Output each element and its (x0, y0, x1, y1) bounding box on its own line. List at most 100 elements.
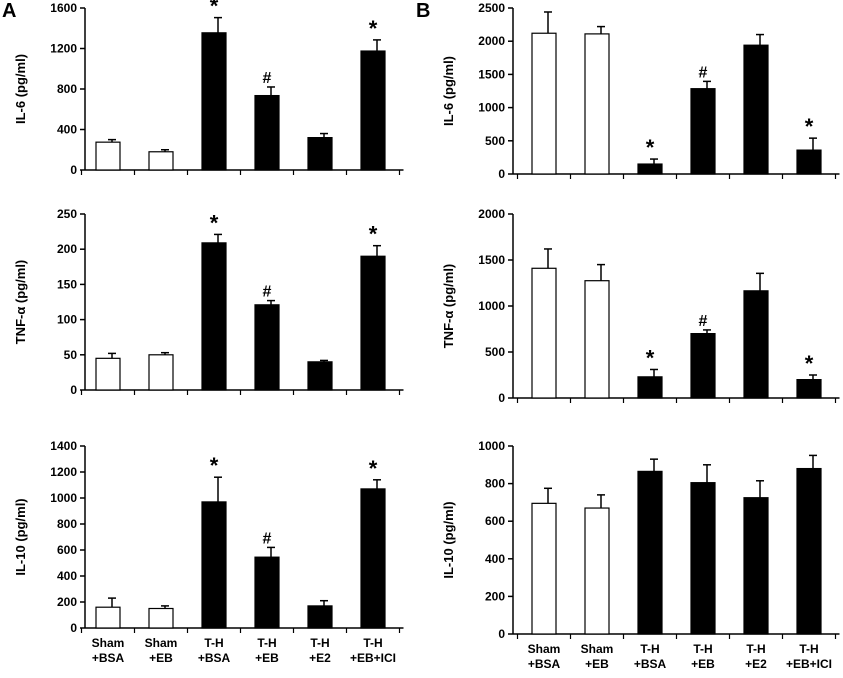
y-tick-label: 800 (57, 82, 77, 96)
bar (148, 151, 174, 171)
y-tick-label: 1000 (478, 101, 505, 115)
category-label: +BSA (198, 651, 231, 665)
y-tick-label: 600 (485, 514, 505, 528)
category-label: +E2 (745, 657, 767, 671)
y-tick-label: 1000 (478, 299, 505, 313)
category-label: Sham (145, 636, 178, 650)
y-tick-label: 400 (57, 569, 77, 583)
bar (531, 267, 557, 399)
y-tick-label: 1400 (50, 439, 77, 453)
significance-star: * (369, 222, 378, 247)
y-tick-label: 800 (57, 517, 77, 531)
category-label: Sham (528, 642, 561, 656)
significance-hash: # (699, 313, 708, 330)
category-label: T-H (693, 642, 712, 656)
category-label: +BSA (528, 657, 561, 671)
significance-star: * (210, 0, 219, 19)
bar (307, 137, 333, 171)
category-label: T-H (257, 636, 276, 650)
bar (690, 482, 716, 635)
y-tick-label: 400 (57, 123, 77, 137)
y-axis-title: IL-10 (pg/ml) (13, 498, 28, 575)
y-tick-label: 200 (57, 595, 77, 609)
y-tick-label: 2000 (478, 34, 505, 48)
significance-hash: # (699, 64, 708, 81)
significance-hash: # (263, 530, 272, 547)
significance-hash: # (263, 70, 272, 87)
category-label: Sham (581, 642, 614, 656)
category-label: +EB (691, 657, 715, 671)
y-tick-label: 1000 (50, 491, 77, 505)
significance-star: * (369, 16, 378, 41)
y-tick-label: 1500 (478, 253, 505, 267)
category-label: T-H (310, 636, 329, 650)
category-label: T-H (746, 642, 765, 656)
category-label: +EB+ICI (350, 651, 396, 665)
y-tick-label: 1200 (50, 465, 77, 479)
y-tick-label: 0 (498, 167, 505, 181)
panel-label-a: A (2, 0, 17, 22)
y-tick-label: 400 (485, 552, 505, 566)
bar (743, 44, 769, 175)
y-axis-title: TNF-α (pg/ml) (441, 264, 456, 349)
y-axis-title: TNF-α (pg/ml) (13, 260, 28, 345)
bar (307, 361, 333, 391)
category-label: +BSA (634, 657, 667, 671)
bar (307, 605, 333, 629)
y-tick-label: 2500 (478, 1, 505, 15)
category-label: +E2 (309, 651, 331, 665)
y-tick-label: 1000 (478, 439, 505, 453)
bar (637, 470, 663, 635)
y-tick-label: 150 (57, 277, 77, 291)
y-tick-label: 250 (57, 207, 77, 221)
y-tick-label: 0 (70, 163, 77, 177)
category-label: +EB (149, 651, 173, 665)
bar (254, 304, 280, 391)
bar (584, 33, 610, 175)
y-tick-label: 2000 (478, 207, 505, 221)
bar (360, 50, 386, 171)
significance-star: * (210, 453, 219, 478)
bar (201, 501, 227, 629)
bar (254, 94, 280, 171)
bar (637, 376, 663, 399)
bar (584, 507, 610, 635)
category-label: +EB (255, 651, 279, 665)
significance-star: * (805, 114, 814, 139)
bar (360, 488, 386, 629)
bar (360, 255, 386, 391)
y-tick-label: 1600 (50, 1, 77, 15)
significance-star: * (646, 345, 655, 370)
bar (95, 357, 121, 391)
y-tick-label: 500 (485, 345, 505, 359)
y-tick-label: 1500 (478, 67, 505, 81)
significance-star: * (369, 456, 378, 481)
category-label: Sham (92, 636, 125, 650)
category-label: +EB (585, 657, 609, 671)
y-axis-title: IL-10 (pg/ml) (441, 501, 456, 578)
bar (254, 556, 280, 629)
bar (95, 141, 121, 171)
bar (531, 32, 557, 175)
y-axis-title: IL-6 (pg/ml) (441, 56, 456, 126)
bar (148, 607, 174, 629)
bar (637, 163, 663, 175)
category-label: T-H (204, 636, 223, 650)
y-tick-label: 800 (485, 477, 505, 491)
y-tick-label: 0 (70, 383, 77, 397)
bar (743, 497, 769, 635)
category-label: +EB+ICI (786, 657, 832, 671)
bar (584, 280, 610, 399)
significance-star: * (210, 210, 219, 235)
y-tick-label: 600 (57, 543, 77, 557)
y-tick-label: 200 (485, 589, 505, 603)
category-label: T-H (363, 636, 382, 650)
bar (796, 467, 822, 635)
bar (796, 149, 822, 175)
bar (690, 333, 716, 399)
significance-star: * (646, 135, 655, 160)
y-tick-label: 0 (70, 621, 77, 635)
y-tick-label: 200 (57, 242, 77, 256)
y-tick-label: 100 (57, 313, 77, 327)
